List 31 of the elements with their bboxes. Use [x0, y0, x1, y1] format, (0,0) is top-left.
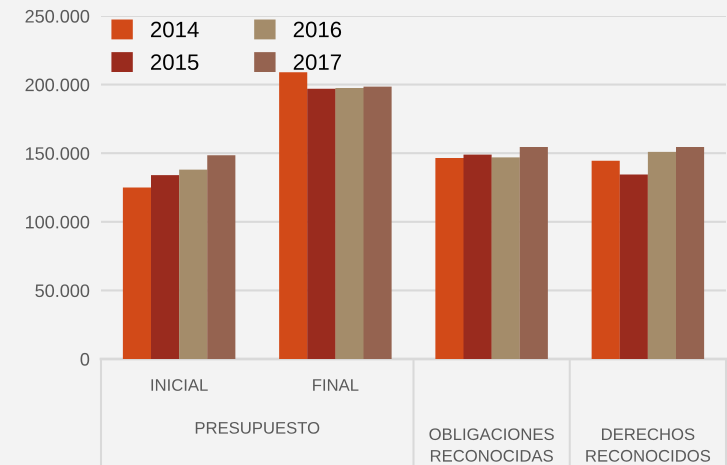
y-tick-label: 150.000 — [26, 147, 90, 160]
bar — [364, 86, 392, 359]
bar — [435, 158, 464, 359]
bar — [620, 174, 648, 359]
bar — [520, 147, 548, 359]
bar — [122, 188, 151, 359]
y-tick-label: 100.000 — [26, 216, 90, 229]
x-tick-label: FINAL — [313, 379, 358, 391]
bar — [592, 160, 620, 359]
x-tick-label: INICIAL — [151, 379, 208, 391]
bar — [676, 147, 704, 359]
y-tick-label: 0 — [80, 352, 90, 366]
y-tick-label: 250.000 — [26, 10, 90, 23]
bar — [335, 88, 364, 359]
bar — [207, 155, 236, 359]
x-tick-label: OBLIGACIONES RECONOCIDAS — [429, 428, 554, 462]
legend-label: 2016 — [294, 22, 342, 38]
x-tick-label: DERECHOS RECONOCIDOS — [586, 428, 710, 462]
legend-label: 2015 — [151, 54, 198, 70]
bar — [307, 88, 336, 359]
bar — [179, 170, 208, 359]
y-tick-label: 200.000 — [26, 78, 90, 92]
text: PRESUPUESTO — [196, 422, 320, 434]
bar — [464, 154, 492, 359]
y-tick-label: 50.000 — [35, 284, 90, 298]
legend-label: 2014 — [151, 22, 199, 38]
bar — [151, 175, 180, 359]
bar — [648, 152, 676, 359]
legend-label: 2017 — [294, 54, 341, 70]
bar — [279, 72, 308, 359]
bar — [492, 157, 520, 359]
